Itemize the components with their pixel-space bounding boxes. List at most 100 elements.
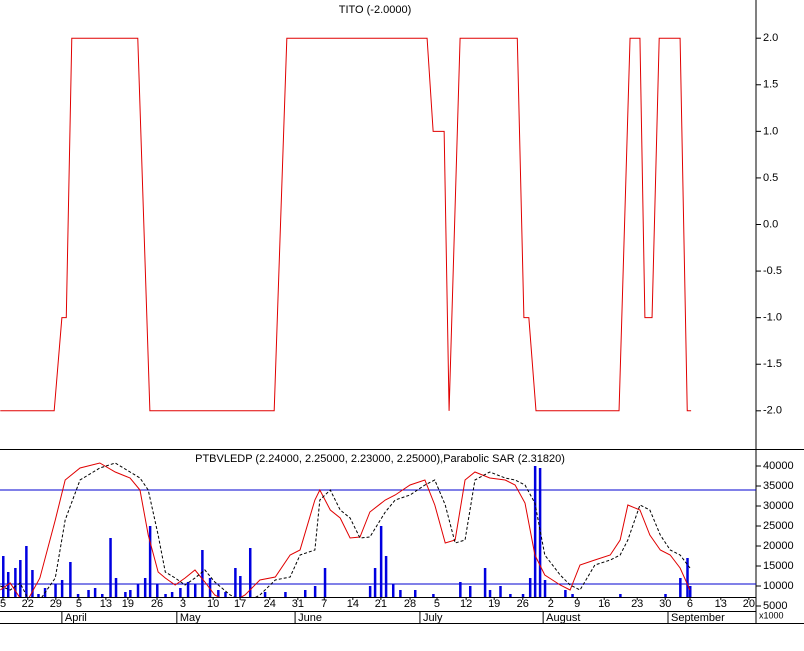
volume-bar [323, 568, 327, 597]
x-tick-label: 10 [207, 598, 219, 610]
volume-bar [87, 590, 90, 597]
x-tick-label: 16 [598, 598, 610, 610]
volume-bar [179, 588, 182, 597]
volume-bar [543, 580, 547, 597]
y-unit-label: x1000 [759, 610, 784, 620]
x-tick-label: 12 [460, 598, 472, 610]
volume-bar [2, 556, 5, 597]
x-tick-label: 26 [151, 598, 163, 610]
y-tick-label: 10000 [763, 580, 794, 592]
volume-bar [564, 590, 567, 597]
volume-bar [468, 586, 472, 597]
volume-bar [193, 584, 197, 597]
volume-bar [619, 594, 622, 597]
volume-bar [25, 546, 28, 597]
x-tick-label: 20 [743, 598, 755, 610]
volume-bar [571, 594, 574, 597]
y-tick-label: 35000 [763, 480, 794, 492]
data-line [0, 462, 691, 597]
volume-bar [679, 578, 682, 597]
y-tick-label: 5000 [763, 600, 787, 612]
x-tick-label: 6 [687, 598, 693, 610]
volume-bar [483, 568, 487, 597]
volume-bar [93, 588, 97, 597]
volume-bar [303, 590, 307, 597]
x-tick-label: 3 [180, 598, 186, 610]
volume-bar [533, 466, 537, 597]
volume-bar [521, 594, 525, 597]
y-tick-label: 1.5 [763, 79, 778, 91]
volume-bar [60, 580, 64, 597]
volume-bar [54, 584, 57, 597]
volume-bar [686, 558, 689, 597]
x-tick-label: 5 [76, 598, 82, 610]
y-tick-label: 1.0 [763, 125, 778, 137]
volume-bar [124, 592, 127, 597]
volume-bar [164, 594, 167, 597]
volume-bar [156, 584, 159, 597]
y-tick-label: 40000 [763, 460, 794, 472]
volume-bar [101, 594, 104, 597]
x-tick-label: 30 [659, 598, 671, 610]
volume-bar [129, 590, 132, 597]
volume-bar [373, 568, 377, 597]
x-tick-label: 19 [488, 598, 500, 610]
volume-bar [432, 594, 435, 597]
y-tick-label: 30000 [763, 500, 794, 512]
x-tick-label: 24 [264, 598, 276, 610]
volume-bar [201, 550, 204, 597]
y-tick-label: 0.0 [763, 218, 778, 230]
x-tick-label: 21 [375, 598, 387, 610]
volume-bar [114, 578, 118, 597]
volume-bar [313, 586, 317, 597]
month-label: May [180, 612, 201, 624]
volume-bar [413, 590, 417, 597]
volume-bar [263, 592, 267, 597]
x-tick-label: 5 [0, 598, 6, 610]
month-label: August [546, 612, 580, 624]
x-tick-label: 17 [234, 598, 246, 610]
x-tick-label: 28 [404, 598, 416, 610]
y-tick-label: 20000 [763, 540, 794, 552]
volume-bar [224, 592, 227, 597]
month-label: July [423, 612, 443, 624]
volume-bar [499, 586, 502, 597]
volume-bar [688, 586, 692, 597]
y-tick-label: 25000 [763, 520, 794, 532]
y-tick-label: 0.5 [763, 172, 778, 184]
volume-bar [488, 590, 492, 597]
volume-bar [217, 590, 220, 597]
chart-title: PTBVLEDP (2.24000, 2.25000, 2.23000, 2.2… [195, 453, 565, 465]
x-tick-label: 22 [22, 598, 34, 610]
volume-bar [148, 526, 152, 597]
volume-bar [379, 526, 383, 597]
volume-bar [509, 594, 512, 597]
month-label: April [65, 612, 87, 624]
volume-bar [14, 568, 17, 597]
volume-bar [31, 570, 34, 597]
volume-bar [528, 578, 532, 597]
y-tick-label: -1.0 [763, 312, 782, 324]
volume-bar [170, 592, 174, 597]
volume-bar [69, 562, 72, 597]
x-tick-label: 5 [434, 598, 440, 610]
y-tick-label: 2.0 [763, 32, 778, 44]
volume-bar [208, 578, 212, 597]
y-tick-label: -0.5 [763, 265, 782, 277]
data-line [0, 37, 692, 412]
volume-bar [391, 584, 395, 597]
x-tick-label: 13 [715, 598, 727, 610]
volume-bar [248, 548, 252, 597]
volume-bar [234, 568, 237, 597]
volume-bar [239, 576, 242, 597]
volume-bar [664, 594, 667, 597]
volume-bar [459, 582, 462, 597]
volume-bar [399, 590, 402, 597]
y-tick-label: 15000 [763, 560, 794, 572]
x-tick-label: 9 [574, 598, 580, 610]
volume-bar [136, 584, 140, 597]
volume-bar [284, 592, 287, 597]
x-tick-label: 7 [321, 598, 327, 610]
chart-title: TITO (-2.0000) [339, 4, 412, 16]
